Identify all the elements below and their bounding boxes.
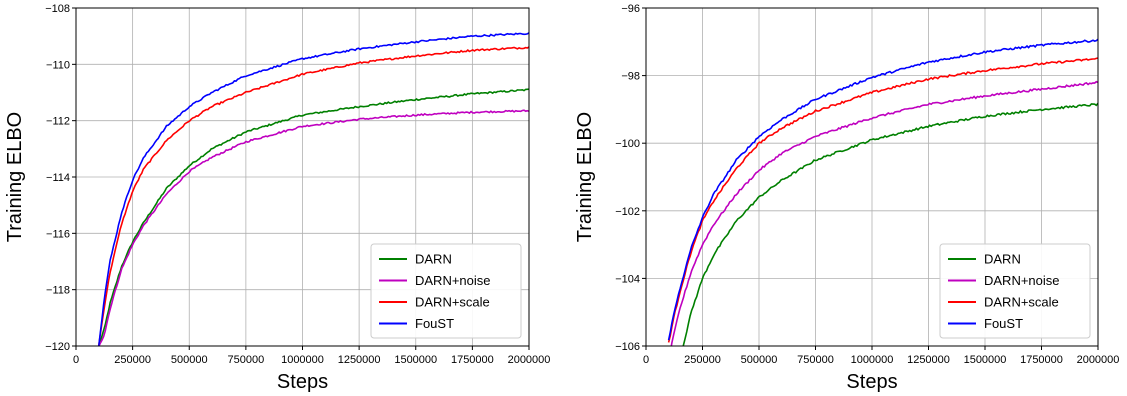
- x-tick-label: 1750000: [1020, 354, 1063, 366]
- x-tick-label: 1000000: [851, 354, 894, 366]
- y-tick-label: −116: [46, 228, 70, 240]
- legend-label: DARN+scale: [415, 295, 490, 310]
- x-tick-label: 1500000: [394, 354, 437, 366]
- ticks-left: 0 250000 500000 750000 1000000 1250000 1500000…: [45, 3, 550, 366]
- y-axis-label-left: Training ELBO: [4, 112, 26, 242]
- legend-label: FouST: [415, 316, 454, 331]
- x-tick-label: 2000000: [508, 354, 551, 366]
- series-line-darn-noise: [670, 80, 1098, 346]
- chart-left: 0 250000 500000 750000 1000000 1250000 1500000…: [4, 3, 550, 393]
- legend-label: FouST: [984, 316, 1023, 331]
- x-axis-label-right: Steps: [846, 371, 897, 393]
- x-tick-label: 1500000: [964, 354, 1007, 366]
- y-tick-label: −106: [615, 341, 640, 353]
- y-tick-label: −120: [45, 341, 70, 353]
- series-line-foust: [667, 38, 1098, 341]
- x-axis-label-left: Steps: [277, 371, 328, 393]
- series-line-darn-scale: [97, 46, 529, 346]
- x-tick-label: 1750000: [451, 354, 494, 366]
- x-tick-label: 1000000: [281, 354, 324, 366]
- series-line-darn: [97, 88, 529, 346]
- series-line-foust: [97, 32, 529, 346]
- x-tick-label: 500000: [741, 354, 778, 366]
- legend-box: [939, 243, 1091, 339]
- y-tick-label: −110: [46, 59, 70, 71]
- ticks-right: 0 250000 500000 750000 1000000 1250000 1500000…: [615, 3, 1119, 366]
- series-line-darn: [682, 102, 1098, 346]
- y-tick-label: −102: [615, 206, 640, 218]
- y-axis-label-right: Training ELBO: [574, 112, 596, 242]
- legend-label: DARN+noise: [415, 273, 491, 288]
- x-tick-label: 1250000: [338, 354, 381, 366]
- legend-label: DARN+scale: [984, 295, 1059, 310]
- grid-left: [75, 7, 530, 347]
- series-line-darn-noise: [98, 109, 529, 346]
- x-tick-label: 1250000: [907, 354, 950, 366]
- legend-label: DARN: [984, 252, 1021, 267]
- series-left: [97, 32, 529, 346]
- x-tick-label: 750000: [797, 354, 834, 366]
- legend-label: DARN+noise: [984, 273, 1060, 288]
- x-tick-label: 2000000: [1077, 354, 1120, 366]
- y-tick-label: −104: [615, 273, 640, 285]
- y-tick-label: −114: [46, 172, 70, 184]
- chart-right: 0 250000 500000 750000 1000000 1250000 1500000…: [574, 3, 1119, 393]
- series-right: [667, 38, 1098, 346]
- y-tick-label: −96: [621, 3, 640, 15]
- x-tick-label: 250000: [114, 354, 151, 366]
- y-tick-label: −108: [45, 3, 70, 15]
- x-tick-label: 250000: [684, 354, 721, 366]
- x-tick-label: 500000: [171, 354, 208, 366]
- y-tick-label: −100: [615, 138, 640, 150]
- x-tick-label: 0: [643, 354, 649, 366]
- y-tick-label: −112: [46, 116, 70, 128]
- legend-left: DARN DARN+noise DARN+scale FouST: [370, 243, 522, 339]
- y-tick-label: −98: [621, 71, 640, 83]
- y-tick-label: −118: [46, 285, 70, 297]
- x-tick-label: 0: [73, 354, 79, 366]
- x-tick-label: 750000: [228, 354, 265, 366]
- legend-label: DARN: [415, 252, 452, 267]
- legend-right: DARN DARN+noise DARN+scale FouST: [939, 243, 1091, 339]
- legend-box: [370, 243, 522, 339]
- series-line-darn-scale: [667, 57, 1098, 343]
